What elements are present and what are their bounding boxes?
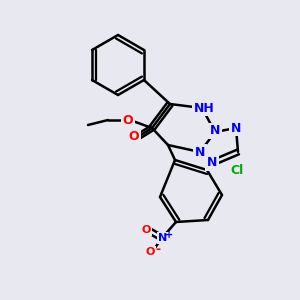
Text: O: O <box>141 225 151 235</box>
Text: O: O <box>129 130 139 143</box>
Text: O: O <box>145 247 155 257</box>
Text: NH: NH <box>194 101 214 115</box>
Text: N: N <box>195 146 205 158</box>
Text: +: + <box>165 230 173 240</box>
Text: N: N <box>231 122 241 134</box>
Text: Cl: Cl <box>230 164 243 176</box>
Text: N: N <box>210 124 220 137</box>
Text: O: O <box>123 113 133 127</box>
Text: N: N <box>158 233 168 243</box>
Text: N: N <box>207 157 217 169</box>
Text: -: - <box>155 242 160 256</box>
